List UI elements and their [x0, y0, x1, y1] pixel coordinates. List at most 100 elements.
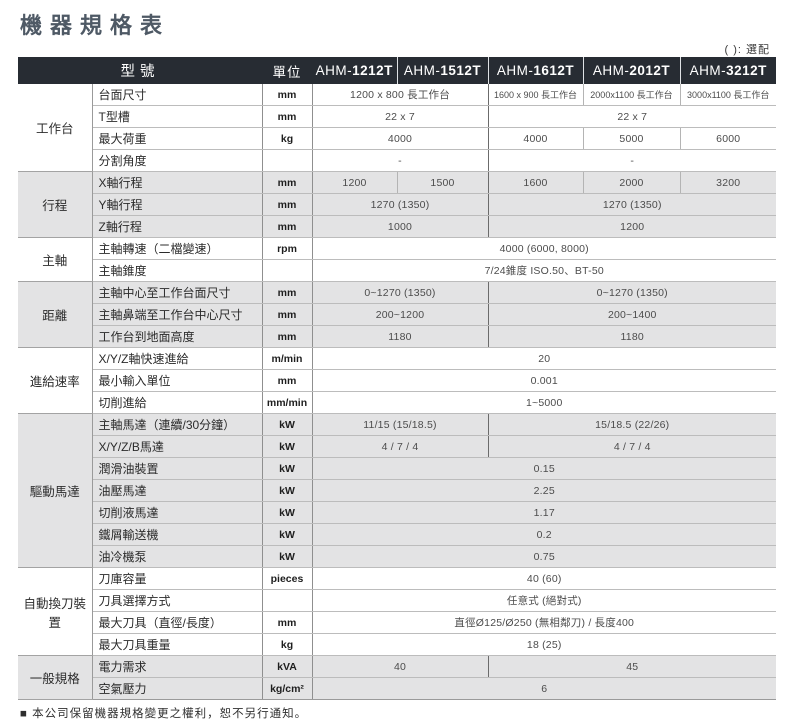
value-cell: 1200 [487, 215, 776, 238]
unit-cell [261, 589, 313, 612]
spec-label: 油冷機泵 [92, 545, 262, 568]
table-row: 刀具選擇方式 任意式 (絕對式) [18, 589, 776, 612]
unit-cell: mm [261, 303, 313, 326]
unit-cell: kW [261, 413, 313, 436]
spec-label: 主軸錐度 [92, 259, 262, 282]
footer-note: ■ 本公司保留機器規格變更之權利，恕不另行通知。 [20, 708, 308, 720]
column-header-unit: 單位 [262, 57, 312, 84]
value-cell: 7/24錐度 ISO.50、BT-50 [311, 259, 776, 282]
spec-label: 主軸中心至工作台面尺寸 [92, 281, 262, 304]
value-cell: 1600 [487, 171, 583, 194]
page-title: 機器規格表 [20, 13, 171, 38]
value-cell: 1500 [396, 171, 488, 194]
value-cell: 1200 x 800 長工作台 [311, 84, 488, 106]
value-cell: 200~1400 [487, 303, 776, 326]
group-label: 進給速率 [18, 347, 93, 414]
table-row: 潤滑油裝置 kW 0.15 [18, 457, 776, 480]
value-cell: 1270 (1350) [487, 193, 776, 216]
value-cell: 6000 [679, 127, 776, 150]
spec-label: 最大刀具重量 [92, 633, 262, 656]
unit-cell: kg [261, 633, 313, 656]
table-row: 主軸錐度 7/24錐度 ISO.50、BT-50 [18, 259, 776, 282]
column-header-model-1212T: AHM-1212T [312, 57, 397, 84]
table-row: 主軸 主軸轉速（二檔變速） rpm 4000 (6000, 8000) [18, 237, 776, 282]
spec-label: 油壓馬達 [92, 479, 262, 502]
value-cell: 15/18.5 (22/26) [487, 413, 776, 436]
value-cell: 直徑Ø125/Ø250 (無相鄰刀) / 長度400 [311, 611, 776, 634]
value-cell: 1270 (1350) [311, 193, 488, 216]
unit-cell: mm [261, 611, 313, 634]
value-cell: 1000 [311, 215, 488, 238]
value-cell: 0~1270 (1350) [487, 281, 776, 304]
table-row: 自動換刀裝置 刀庫容量 pieces 40 (60) [18, 567, 776, 656]
spec-label: 鐵屑輸送機 [92, 523, 262, 546]
table-row: 工作台 台面尺寸 mm 1200 x 800 長工作台 1600 x 900 長工作台 2… [18, 84, 776, 172]
table-row: 工作台到地面高度 mm 1180 1180 [18, 325, 776, 348]
column-header-model-2012T: AHM-2012T [582, 57, 680, 84]
value-cell: 4 / 7 / 4 [487, 435, 776, 458]
spec-label: X/Y/Z/B馬達 [92, 435, 262, 458]
value-cell: 200~1200 [311, 303, 488, 326]
spec-label: Z軸行程 [92, 215, 262, 238]
header-row: 型號 單位 AHM-1212T AHM-1512T AHM-1612T AHM-201… [18, 57, 776, 84]
spec-label: 分割角度 [92, 149, 262, 172]
spec-label: X/Y/Z軸快速進給 [92, 347, 262, 370]
value-cell: 2000 [582, 171, 680, 194]
table-body: 工作台 台面尺寸 mm 1200 x 800 長工作台 1600 x 900 長工作台 2… [18, 84, 776, 700]
value-cell: 1600 x 900 長工作台 [487, 84, 583, 106]
unit-cell: kW [261, 545, 313, 568]
value-cell: 3200 [679, 171, 776, 194]
spec-label: X軸行程 [92, 171, 262, 194]
unit-cell: pieces [261, 567, 313, 590]
spec-label: 刀庫容量 [92, 567, 262, 590]
value-cell: 40 (60) [311, 567, 776, 590]
value-cell: 4000 (6000, 8000) [311, 237, 776, 260]
value-cell: - [311, 149, 488, 172]
unit-cell: mm [261, 193, 313, 216]
table-header: 型號 單位 AHM-1212T AHM-1512T AHM-1612T AHM-201… [18, 57, 776, 84]
column-header-model-1612T: AHM-1612T [487, 57, 583, 84]
optional-legend: ( ): 選配 [724, 44, 770, 56]
column-header-model-1512T: AHM-1512T [396, 57, 488, 84]
table-row: Z軸行程 mm 1000 1200 [18, 215, 776, 238]
value-cell: 20 [311, 347, 776, 370]
value-cell: 4000 [487, 127, 583, 150]
table-row: 切削液馬達 kW 1.17 [18, 501, 776, 524]
unit-cell [261, 259, 313, 282]
value-cell: 1180 [487, 325, 776, 348]
spec-label: 潤滑油裝置 [92, 457, 262, 480]
table-row: 進給速率 X/Y/Z軸快速進給 m/min 20 [18, 347, 776, 414]
unit-cell: mm [261, 325, 313, 348]
unit-cell: mm [261, 215, 313, 238]
unit-cell: kVA [261, 655, 313, 678]
value-cell: 5000 [582, 127, 680, 150]
table-row: 最大刀具重量 kg 18 (25) [18, 633, 776, 656]
value-cell: 45 [487, 655, 776, 678]
group-label: 工作台 [18, 84, 93, 172]
value-cell: 0.75 [311, 545, 776, 568]
spec-label: 最大刀具（直徑/長度） [92, 611, 262, 634]
spec-label: 主軸轉速（二檔變速） [92, 237, 262, 260]
table-row: 最大荷重 kg 4000 4000 5000 6000 [18, 127, 776, 150]
unit-cell: mm [261, 369, 313, 392]
unit-cell [261, 149, 313, 172]
spec-table: 型號 單位 AHM-1212T AHM-1512T AHM-1612T AHM-201… [18, 57, 776, 700]
group-label: 行程 [18, 171, 93, 238]
group-label: 主軸 [18, 237, 93, 282]
value-cell: 40 [311, 655, 488, 678]
unit-cell: kW [261, 479, 313, 502]
group-label: 自動換刀裝置 [18, 567, 93, 656]
spec-label: 工作台到地面高度 [92, 325, 262, 348]
unit-cell: mm [261, 171, 313, 194]
value-cell: 0.2 [311, 523, 776, 546]
unit-cell: rpm [261, 237, 313, 260]
table-row: 油冷機泵 kW 0.75 [18, 545, 776, 568]
spec-label: 最大荷重 [92, 127, 262, 150]
value-cell: 6 [311, 677, 776, 700]
group-label: 驅動馬達 [18, 413, 93, 568]
unit-cell: mm [261, 84, 313, 106]
spec-label: 主軸馬達（連續/30分鐘） [92, 413, 262, 436]
table-row: 油壓馬達 kW 2.25 [18, 479, 776, 502]
